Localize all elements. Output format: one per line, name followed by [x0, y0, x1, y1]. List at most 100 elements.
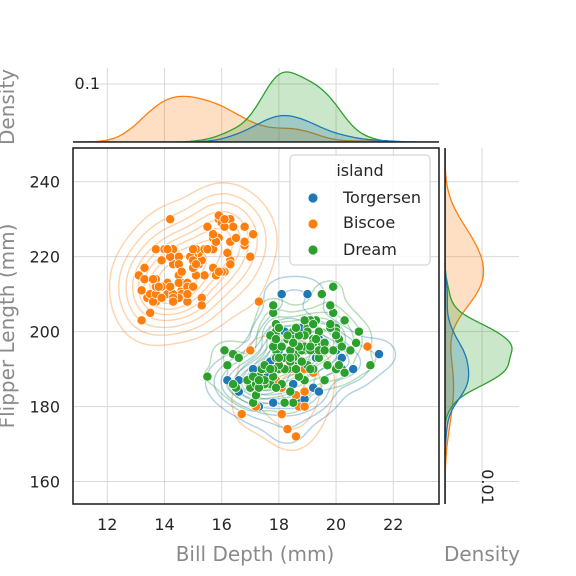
point-biscoe — [239, 236, 250, 247]
x-axis-label: Bill Depth (mm) — [176, 542, 335, 566]
point-biscoe — [236, 409, 247, 420]
top-density-tick-label: 0.1 — [75, 74, 100, 93]
point-biscoe — [299, 401, 310, 412]
point-biscoe — [150, 244, 161, 255]
legend-marker-dream — [307, 244, 319, 256]
right-marginal-grid — [445, 148, 519, 504]
point-biscoe — [245, 251, 256, 262]
point-biscoe — [225, 259, 236, 270]
legend-marker-torgersen — [307, 192, 319, 204]
x-tick-labels: 12 14 16 18 20 22 — [97, 515, 403, 534]
y-tick-label: 200 — [29, 323, 60, 342]
point-torgersen — [348, 364, 359, 375]
legend: island Torgersen Biscoe Dream — [289, 154, 431, 266]
point-biscoe — [156, 292, 167, 303]
top-marginal-grid — [73, 68, 439, 142]
point-biscoe — [139, 274, 150, 285]
point-biscoe — [136, 285, 147, 296]
top-density-axis-label: Density — [0, 69, 19, 145]
point-biscoe — [156, 255, 167, 266]
top-density-curves — [73, 71, 439, 142]
x-tick-label: 16 — [212, 515, 232, 534]
right-density-axis-label: Density — [444, 542, 520, 566]
point-biscoe — [173, 277, 184, 288]
y-axis-label: Flipper Length (mm) — [0, 224, 19, 429]
point-biscoe — [282, 424, 293, 435]
point-dream — [345, 345, 356, 356]
legend-frame — [289, 154, 431, 266]
point-dream — [365, 360, 376, 371]
point-dream — [268, 300, 279, 311]
point-dream — [253, 375, 264, 386]
point-dream — [353, 326, 364, 337]
point-biscoe — [162, 244, 173, 255]
point-dream — [319, 375, 330, 386]
point-dream — [311, 334, 321, 345]
point-biscoe — [168, 296, 179, 307]
point-dream — [291, 322, 301, 333]
point-dream — [322, 360, 333, 371]
point-dream — [222, 360, 233, 371]
point-dream — [336, 341, 347, 352]
point-biscoe — [213, 266, 224, 277]
right-density-tick-label: 0.01 — [478, 469, 497, 505]
legend-marker-biscoe — [307, 218, 319, 230]
point-dream — [233, 352, 244, 363]
point-biscoe — [202, 244, 213, 255]
point-biscoe — [145, 307, 156, 318]
point-dream — [351, 337, 362, 348]
point-biscoe — [165, 214, 176, 225]
point-dream — [299, 315, 310, 326]
right-density-biscoe — [445, 148, 485, 504]
point-biscoe — [191, 259, 201, 270]
point-dream — [296, 356, 307, 367]
point-dream — [288, 397, 299, 408]
point-dream — [202, 371, 213, 382]
point-biscoe — [231, 232, 241, 243]
point-dream — [285, 352, 296, 363]
x-tick-label: 18 — [269, 515, 289, 534]
point-biscoe — [219, 214, 230, 225]
point-dream — [325, 319, 336, 330]
point-biscoe — [276, 409, 287, 420]
legend-label-biscoe: Biscoe — [343, 213, 395, 232]
point-dream — [333, 360, 344, 371]
point-biscoe — [202, 221, 213, 232]
point-biscoe — [291, 431, 301, 442]
point-dream — [305, 341, 316, 352]
point-dream — [282, 330, 293, 341]
point-biscoe — [239, 221, 250, 232]
point-dream — [325, 300, 336, 311]
point-biscoe — [139, 262, 150, 273]
point-dream — [339, 367, 350, 378]
y-tick-label: 160 — [29, 473, 60, 492]
point-torgersen — [302, 289, 313, 300]
legend-title: island — [336, 161, 383, 180]
point-biscoe — [136, 315, 147, 326]
point-dream — [219, 345, 230, 356]
x-tick-label: 12 — [97, 515, 117, 534]
point-dream — [305, 364, 316, 375]
point-dream — [273, 352, 284, 363]
right-density-curves — [445, 148, 513, 504]
point-torgersen — [374, 349, 384, 360]
scatter-points — [133, 210, 384, 442]
x-tick-label: 22 — [383, 515, 403, 534]
point-dream — [319, 345, 330, 356]
point-dream — [288, 337, 299, 348]
right-density-dream — [445, 148, 513, 504]
legend-label-dream: Dream — [343, 240, 397, 259]
point-dream — [276, 341, 287, 352]
point-dream — [279, 397, 290, 408]
point-biscoe — [199, 270, 210, 281]
point-biscoe — [228, 221, 239, 232]
x-tick-label: 20 — [326, 515, 346, 534]
point-biscoe — [188, 244, 199, 255]
point-dream — [291, 364, 301, 375]
point-dream — [339, 315, 350, 326]
y-tick-labels: 160 180 200 220 240 — [29, 173, 60, 492]
point-biscoe — [176, 266, 187, 277]
point-dream — [265, 364, 276, 375]
point-biscoe — [148, 274, 159, 285]
